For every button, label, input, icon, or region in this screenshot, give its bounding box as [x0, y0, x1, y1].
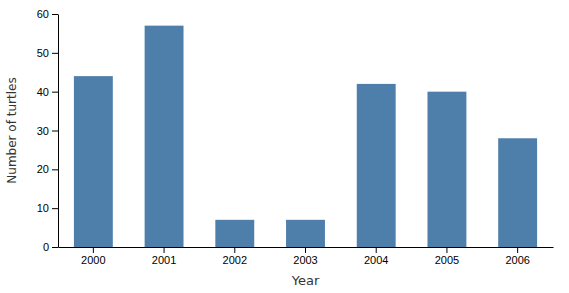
y-tick: 0 — [43, 241, 58, 253]
y-tick-label: 40 — [37, 86, 49, 98]
x-tick-label: 2005 — [435, 254, 459, 266]
y-tick-mark — [52, 247, 58, 248]
y-tick-mark — [52, 14, 58, 15]
y-tick-mark — [52, 53, 58, 54]
x-tick-mark — [517, 247, 518, 253]
y-tick: 30 — [37, 125, 58, 137]
y-axis-title: Number of turtles — [5, 77, 19, 183]
y-tick: 60 — [37, 8, 58, 20]
x-tick: 2002 — [223, 247, 247, 266]
x-tick-mark — [164, 247, 165, 253]
x-tick-mark — [234, 247, 235, 253]
bar — [286, 220, 325, 247]
y-tick-label: 60 — [37, 8, 49, 20]
y-tick-label: 30 — [37, 125, 49, 137]
y-tick-mark — [52, 169, 58, 170]
x-tick-label: 2001 — [152, 254, 176, 266]
x-tick-mark — [446, 247, 447, 253]
x-tick: 2001 — [152, 247, 176, 266]
x-tick: 2004 — [364, 247, 388, 266]
bar — [215, 220, 254, 247]
chart-container: 2000 2001 2002 2003 2004 2005 2006 0 10 20 30 40 50 6… — [0, 0, 569, 293]
bar — [498, 138, 537, 247]
y-tick-label: 20 — [37, 163, 49, 175]
x-tick-mark — [376, 247, 377, 253]
bar — [427, 92, 466, 247]
y-tick-mark — [52, 92, 58, 93]
x-tick: 2005 — [435, 247, 459, 266]
y-tick: 20 — [37, 163, 58, 175]
bars — [74, 26, 537, 247]
bar — [74, 76, 113, 247]
y-tick-mark — [52, 208, 58, 209]
y-tick-label: 50 — [37, 47, 49, 59]
bar — [145, 26, 184, 247]
x-tick-mark — [93, 247, 94, 253]
x-tick-label: 2006 — [505, 254, 529, 266]
x-tick-mark — [305, 247, 306, 253]
x-tick-label: 2002 — [223, 254, 247, 266]
bar — [357, 84, 396, 247]
y-tick: 40 — [37, 86, 58, 98]
x-tick: 2003 — [293, 247, 317, 266]
x-tick-label: 2000 — [81, 254, 105, 266]
y-tick-label: 10 — [37, 202, 49, 214]
y-tick: 50 — [37, 47, 58, 59]
x-tick: 2006 — [505, 247, 529, 266]
y-tick-label: 0 — [43, 241, 49, 253]
x-tick-label: 2003 — [293, 254, 317, 266]
x-axis: 2000 2001 2002 2003 2004 2005 2006 — [59, 247, 554, 266]
y-axis-line — [58, 15, 59, 248]
plot: 2000 2001 2002 2003 2004 2005 2006 0 10 20 30 40 50 6… — [37, 8, 554, 266]
chart-svg: 2000 2001 2002 2003 2004 2005 2006 0 10 20 30 40 50 6… — [0, 0, 569, 293]
x-tick-label: 2004 — [364, 254, 388, 266]
x-axis-title: Year — [291, 273, 320, 288]
y-tick: 10 — [37, 202, 58, 214]
y-tick-mark — [52, 131, 58, 132]
y-axis: 0 10 20 30 40 50 60 — [37, 8, 59, 253]
x-tick: 2000 — [81, 247, 105, 266]
